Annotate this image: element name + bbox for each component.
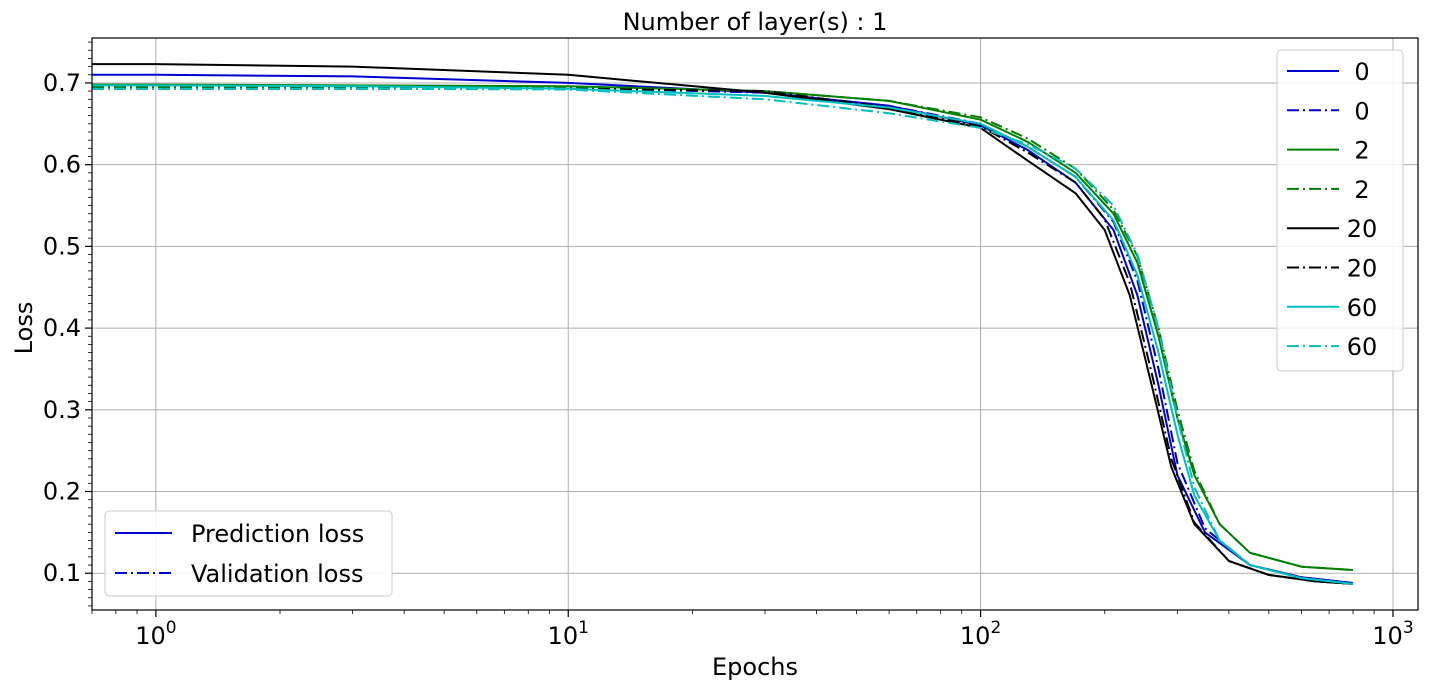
series-line-60-solid [92,84,1354,585]
x-tick-base: 10 [960,622,991,650]
series-legend-label: 0 [1354,58,1369,86]
style-legend-label: Validation loss [191,560,364,588]
x-tick-exponent: 3 [1403,618,1414,638]
x-tick-base: 10 [1372,622,1403,650]
y-tick-label: 0.7 [43,69,81,97]
y-tick-label: 0.6 [43,151,81,179]
series-legend-label: 2 [1354,137,1369,165]
series-legend-label: 2 [1354,176,1369,204]
x-tick-label: 102 [960,618,1001,650]
series-line-0-dashdot [92,86,1354,584]
series-legend-label: 0 [1354,97,1369,125]
series-line-20-solid [92,63,1354,585]
x-tick-exponent: 2 [990,618,1001,638]
series-legend-box [1276,49,1404,372]
y-tick-label: 0.5 [43,232,81,260]
series-legend-label: 60 [1347,333,1378,361]
series-legend-label: 20 [1347,215,1378,243]
series-legend: 0 0 2 2 20 20 60 60 [1276,49,1404,372]
y-tick-label: 0.1 [43,559,81,587]
series-lines [92,63,1354,585]
y-tick-label: 0.4 [43,314,81,342]
style-legend-box [104,510,393,597]
x-tick-base: 10 [548,622,579,650]
x-tick-base: 10 [135,622,166,650]
series-legend-label: 20 [1347,255,1378,283]
series-line-20-dashdot [92,87,1354,585]
plot-frame [91,37,1419,611]
style-legend: Prediction loss Validation loss [104,510,393,597]
series-line-2-solid [92,83,1354,571]
series-line-60-dashdot [92,87,1354,585]
style-legend-label: Prediction loss [191,520,364,548]
series-legend-label: 60 [1347,294,1378,322]
x-tick-exponent: 0 [166,618,177,638]
x-axis-title: Epochs [712,653,798,681]
series-line-0-solid [92,73,1354,584]
series-line-2-dashdot [92,86,1354,571]
x-tick-label: 101 [548,618,589,650]
x-tick-label: 103 [1372,618,1413,650]
chart-title: Number of layer(s) : 1 [623,8,888,36]
y-axis-title: Loss [10,302,38,355]
x-tick-label: 100 [135,618,176,650]
x-tick-exponent: 1 [578,618,589,638]
y-tick-label: 0.2 [43,478,81,506]
y-tick-label: 0.3 [43,396,81,424]
